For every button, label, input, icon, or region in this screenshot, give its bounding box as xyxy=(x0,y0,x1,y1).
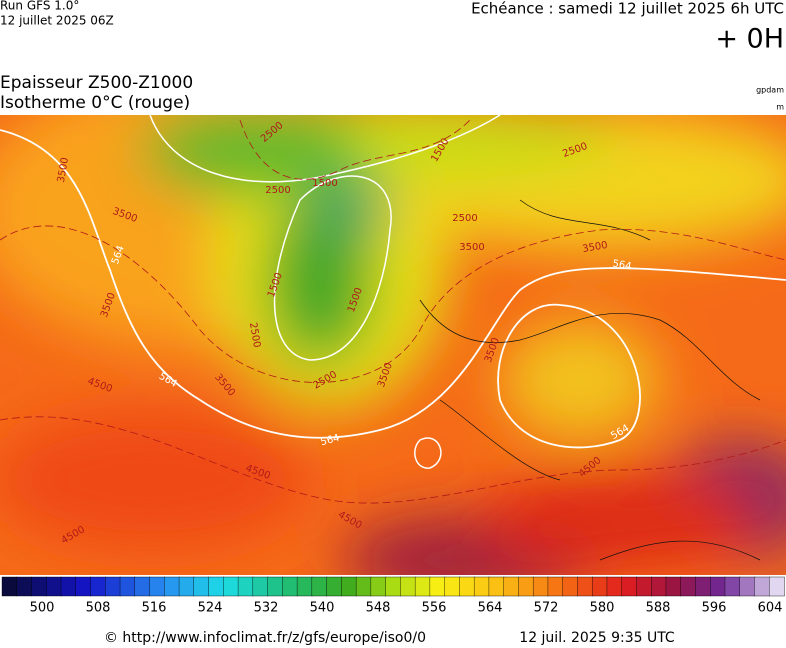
lead-time: + 0H xyxy=(715,24,784,55)
title-line2: Isotherme 0°C (rouge) xyxy=(0,93,190,113)
colorbar-cell xyxy=(252,576,269,597)
unit-label: gpdam xyxy=(756,86,784,95)
colorbar-cell xyxy=(739,576,756,597)
colorbar-cell xyxy=(754,576,770,597)
colorbar-label: 588 xyxy=(646,601,671,616)
colorbar-cell xyxy=(414,576,431,597)
contour-label: 2500 xyxy=(265,185,290,196)
colorbar-cell xyxy=(237,576,254,597)
colorbar-label: 524 xyxy=(198,601,223,616)
colorbar-cell xyxy=(459,576,475,597)
contour-label: 2500 xyxy=(452,213,477,224)
colorbar-cell xyxy=(355,576,372,597)
colorbar-cell xyxy=(208,576,225,597)
colorbar-cell xyxy=(680,576,697,597)
colorbar-cell xyxy=(429,576,446,597)
run-label: Run GFS 1.0° xyxy=(0,0,79,13)
contour-label: 1500 xyxy=(312,178,337,189)
colorbar-cell xyxy=(75,576,92,597)
colorbar-cell xyxy=(16,576,33,597)
colorbar-cell xyxy=(341,576,357,597)
contour-label: 3500 xyxy=(582,240,609,255)
colorbar-cell xyxy=(532,576,549,597)
title-line1: Epaisseur Z500-Z1000 xyxy=(0,73,193,93)
valid-time: Echéance : samedi 12 juillet 2025 6h UTC xyxy=(471,0,784,18)
colorbar-cell xyxy=(119,576,136,597)
colorbar-cell xyxy=(149,576,166,597)
colorbar-cell xyxy=(193,576,210,597)
colorbar-label: 572 xyxy=(534,601,559,616)
contour-label: 564 xyxy=(319,433,340,449)
colorbar-cell xyxy=(444,576,461,597)
colorbar-cell xyxy=(223,576,239,597)
colorbar-cell xyxy=(311,576,328,597)
colorbar-label: 540 xyxy=(310,601,335,616)
unit-label: m xyxy=(776,103,784,112)
colorbar-cell xyxy=(400,576,416,597)
colorbar-cell xyxy=(31,576,47,597)
colorbar-cell xyxy=(296,576,313,597)
colorbar-cell xyxy=(621,576,638,597)
timestamp: 12 juil. 2025 9:35 UTC xyxy=(519,630,675,646)
colorbar-label: 604 xyxy=(758,601,783,616)
colorbar-label: 556 xyxy=(422,601,447,616)
colorbar-cell xyxy=(46,576,62,597)
colorbar-cell xyxy=(105,576,121,597)
colorbar-cell xyxy=(1,576,18,597)
colorbar-cell xyxy=(577,576,593,597)
colorbar-label: 580 xyxy=(590,601,615,616)
colorbar-cell xyxy=(695,576,711,597)
colorbar-cell xyxy=(606,576,623,597)
colorbar-cell xyxy=(562,576,579,597)
run-date: 12 juillet 2025 06Z xyxy=(0,14,114,28)
source: © http://www.infoclimat.fr/z/gfs/europe/… xyxy=(104,630,426,646)
colorbar-cell xyxy=(488,576,505,597)
colorbar-cell xyxy=(90,576,106,597)
colorbar-cell xyxy=(724,576,741,597)
colorbar-label: 548 xyxy=(366,601,391,616)
map: 5645645645645641500150015001500250025002… xyxy=(0,115,786,575)
colorbar-label: 508 xyxy=(86,601,111,616)
colorbar-cell xyxy=(503,576,520,597)
colorbar-label: 532 xyxy=(254,601,279,616)
contour-label: 3500 xyxy=(459,242,484,253)
colorbar-cell xyxy=(710,576,726,597)
colorbar-cell xyxy=(164,576,180,597)
colorbar-cell xyxy=(282,576,298,597)
colorbar-cell xyxy=(591,576,608,597)
colorbar-label: 596 xyxy=(702,601,727,616)
colorbar-cell xyxy=(326,576,343,597)
colorbar-cell xyxy=(60,576,77,597)
colorbar-cell xyxy=(547,576,564,597)
contour-label: 564 xyxy=(612,258,633,272)
colorbar-label: 500 xyxy=(30,601,55,616)
contour-label: 2500 xyxy=(247,322,262,349)
colorbar-cell xyxy=(178,576,195,597)
colorbar-cell xyxy=(267,576,284,597)
colorbar-cell xyxy=(769,576,785,597)
colorbar-cell xyxy=(651,576,667,597)
colorbar-cell xyxy=(134,576,151,597)
colorbar-label: 564 xyxy=(478,601,503,616)
contour-label: 3500 xyxy=(56,157,71,184)
colorbar-cell xyxy=(473,576,490,597)
colorbar-cell xyxy=(518,576,534,597)
colorbar-cell xyxy=(636,576,652,597)
colorbar-label: 516 xyxy=(142,601,167,616)
colorbar-cell xyxy=(665,576,682,597)
colorbar-cell xyxy=(370,576,387,597)
colorbar-cell xyxy=(385,576,402,597)
